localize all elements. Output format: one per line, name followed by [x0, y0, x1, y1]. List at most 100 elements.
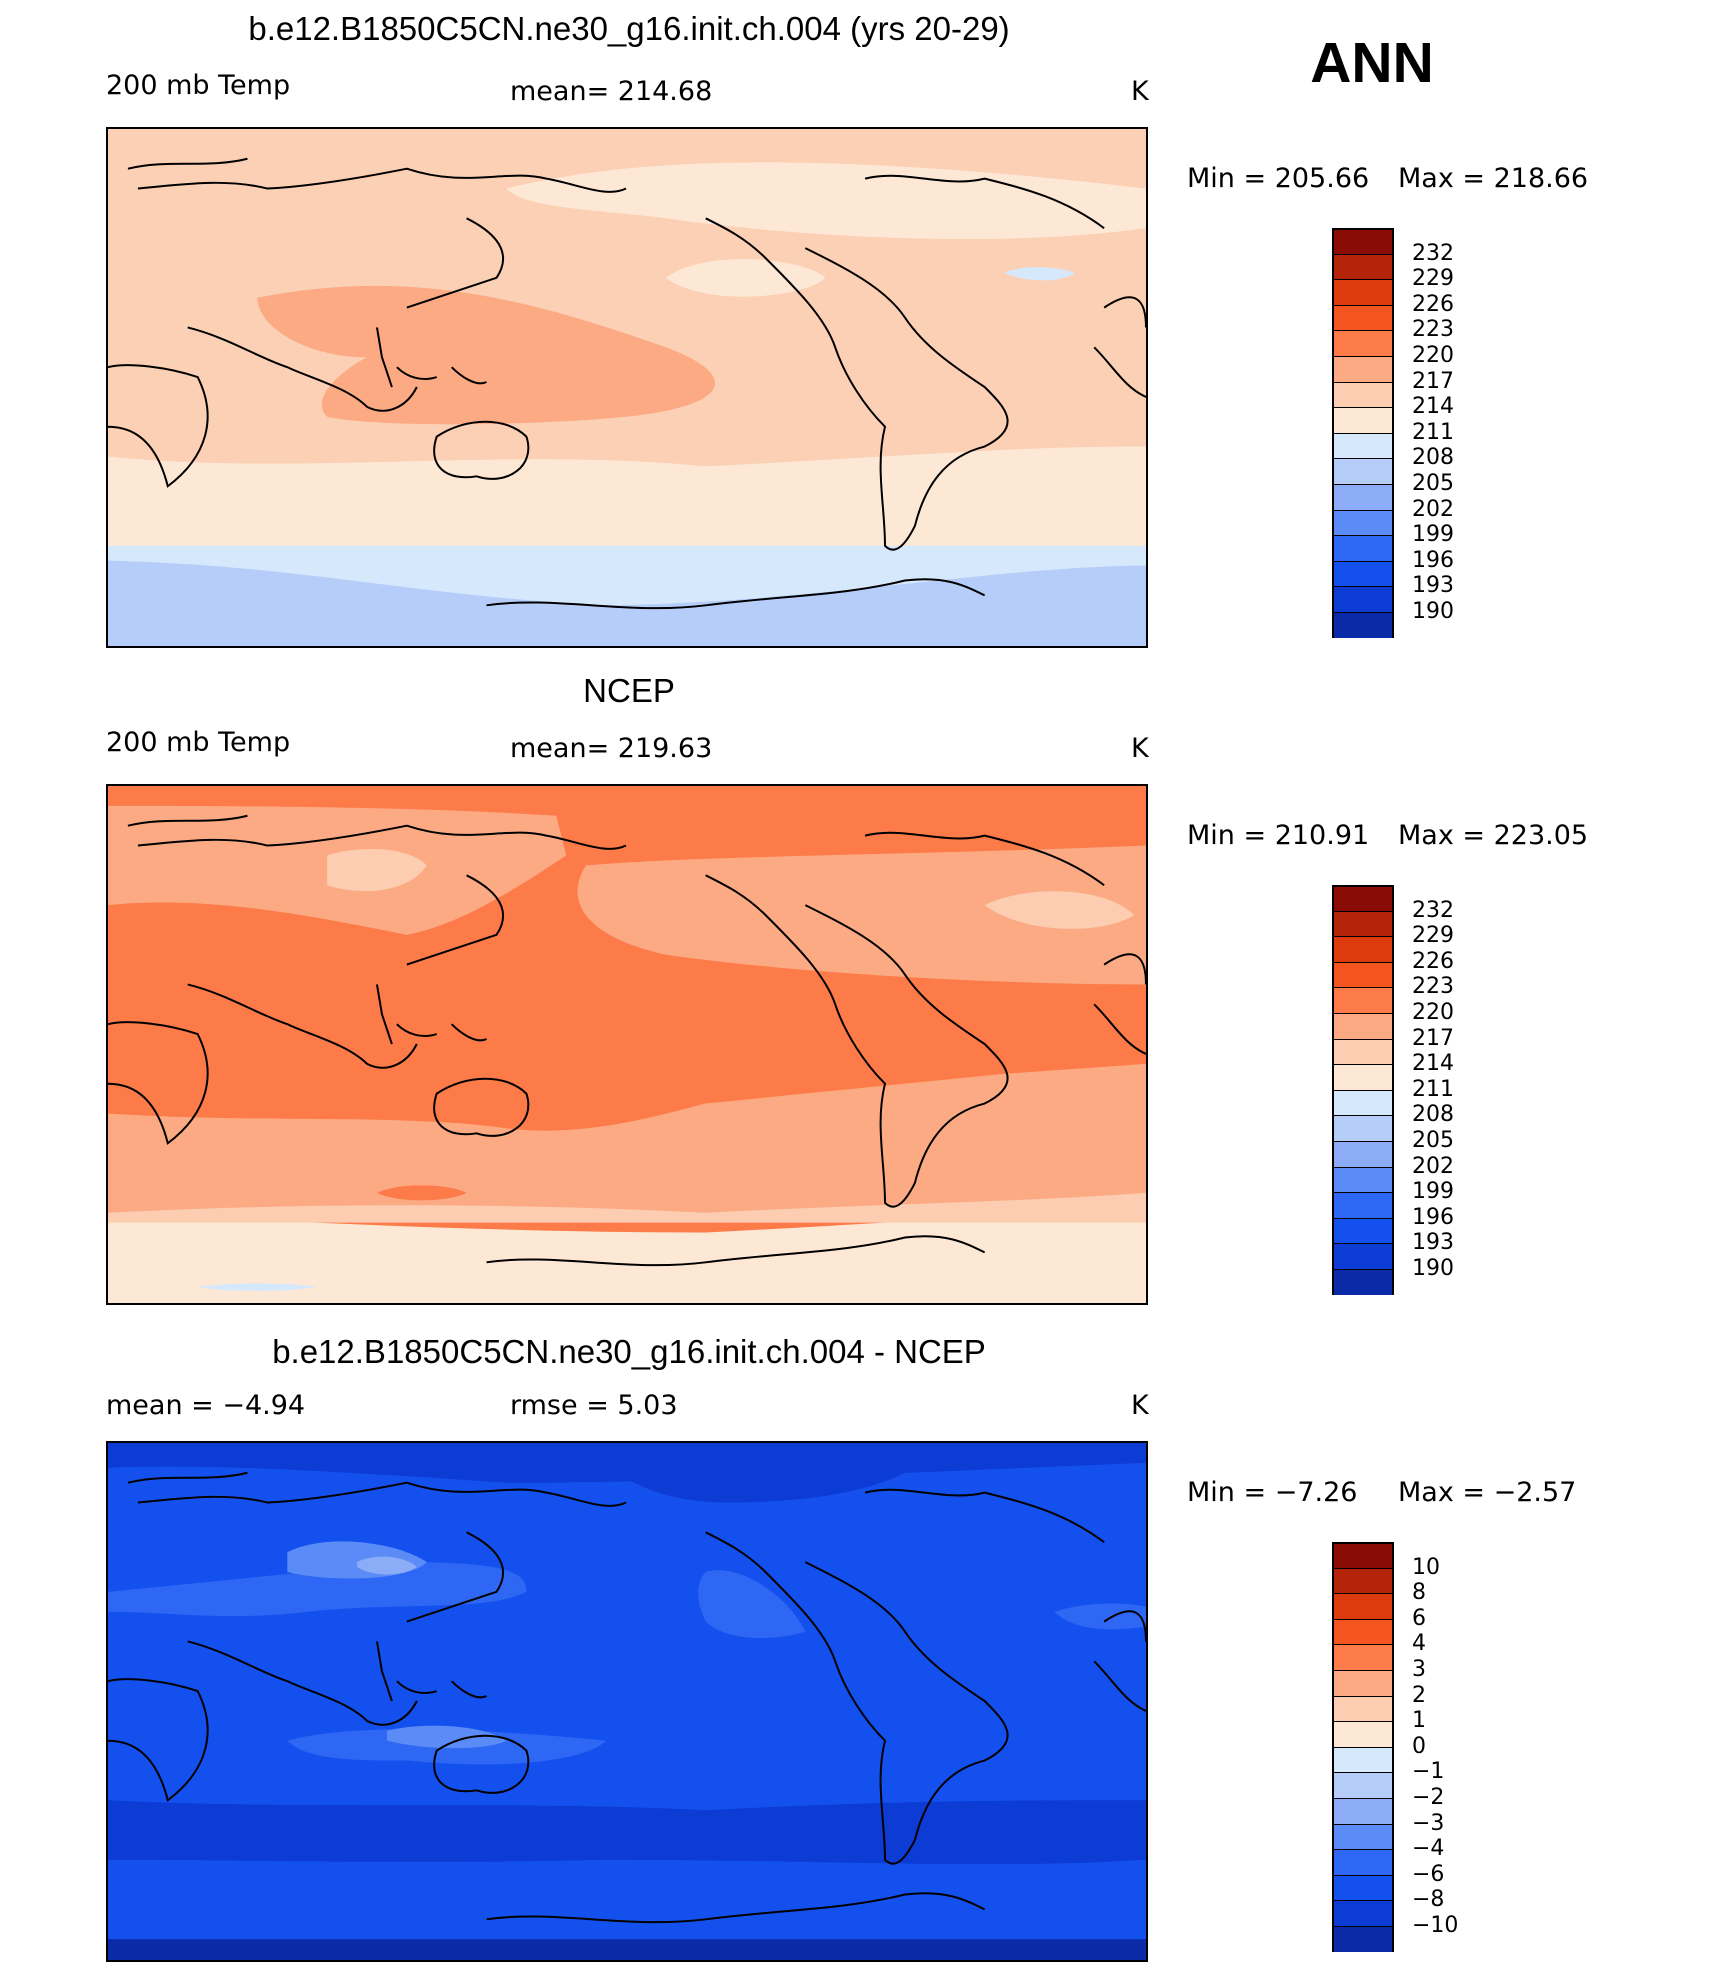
colorbar-swatch — [1332, 381, 1394, 408]
colorbar-tick-label: 2 — [1412, 1682, 1426, 1708]
colorbar-tick-label: 214 — [1412, 1051, 1454, 1077]
colorbar-swatch — [1332, 936, 1394, 962]
coastlines — [108, 1471, 1146, 1924]
colorbar-tick-label: 223 — [1412, 317, 1454, 343]
colorbar-tick-label: −2 — [1412, 1785, 1445, 1810]
colorbar-tick-label: 229 — [1412, 923, 1454, 949]
colorbar-swatch — [1332, 1064, 1394, 1090]
colorbar-tick-label: 0 — [1412, 1733, 1426, 1759]
season-label: ANN — [1310, 31, 1434, 95]
colorbar-tick-label: 229 — [1412, 266, 1454, 292]
colorbar-swatch — [1332, 1140, 1394, 1167]
colorbar-tick-label: 190 — [1412, 1256, 1454, 1281]
colorbar-tick-label: 199 — [1412, 1179, 1454, 1205]
panel-3-title: b.e12.B1850C5CN.ne30_g16.init.ch.004 - N… — [272, 1333, 986, 1370]
panel-3-min-label: Min = −7.26 — [1187, 1477, 1358, 1508]
panel-1-mean-label: mean= 214.68 — [510, 76, 713, 107]
panel-3-colorbar: 10 8 6 4 3 2 1 0 −1 −2 −3 −4 −6 −8 −10 — [1332, 1542, 1458, 1952]
colorbar-tick-label: 8 — [1412, 1580, 1426, 1606]
colorbar-swatch — [1332, 1746, 1394, 1773]
colorbar-tick-label: 193 — [1412, 573, 1454, 599]
colorbar-tick-label: 211 — [1412, 419, 1454, 445]
colorbar-tick-label: −10 — [1412, 1913, 1459, 1938]
colorbar-swatch — [1332, 279, 1394, 305]
panel-3-map — [106, 1441, 1148, 1962]
colorbar-swatch — [1332, 1012, 1394, 1039]
colorbar-swatch — [1332, 1669, 1394, 1696]
colorbar-swatch — [1332, 1192, 1394, 1218]
panel-1-units-label: K — [1131, 76, 1149, 107]
panel-2-variable-label: 200 mb Temp — [106, 727, 291, 758]
panel-1-map — [106, 127, 1148, 648]
colorbar-tick-label: 208 — [1412, 1102, 1454, 1128]
colorbar-tick-label: 190 — [1412, 599, 1454, 624]
colorbar-swatch — [1332, 1644, 1394, 1670]
colorbar-swatch — [1332, 1217, 1394, 1244]
colorbar-tick-label: 217 — [1412, 368, 1454, 394]
colorbar-swatch — [1332, 253, 1394, 280]
colorbar-swatch — [1332, 1268, 1394, 1295]
colorbar-tick-label: −6 — [1412, 1861, 1445, 1887]
colorbar-tick-label: 220 — [1412, 1000, 1454, 1025]
colorbar-tick-label: 10 — [1412, 1554, 1440, 1580]
colorbar-tick-label: 217 — [1412, 1025, 1454, 1051]
colorbar-tick-label: 205 — [1412, 1128, 1454, 1153]
panel-2-units-label: K — [1131, 733, 1149, 764]
colorbar-tick-label: 1 — [1412, 1708, 1426, 1734]
colorbar-tick-label: 196 — [1412, 1204, 1454, 1230]
colorbar-swatch — [1332, 355, 1394, 382]
colorbar-swatch — [1332, 304, 1394, 331]
colorbar-tick-label: −1 — [1412, 1759, 1445, 1785]
colorbar-swatch — [1332, 1166, 1394, 1193]
panel-1-variable-label: 200 mb Temp — [106, 70, 291, 101]
colorbar-tick-label: 232 — [1412, 897, 1454, 923]
colorbar-tick-label: 226 — [1412, 948, 1454, 974]
colorbar-swatch — [1332, 1874, 1394, 1901]
colorbar-swatch — [1332, 432, 1394, 459]
panel-2-min-label: Min = 210.91 — [1187, 820, 1370, 851]
colorbar-tick-label: −8 — [1412, 1887, 1445, 1913]
colorbar-tick-label: 3 — [1412, 1657, 1426, 1682]
colorbar-tick-label: −4 — [1412, 1836, 1445, 1862]
colorbar-tick-label: 208 — [1412, 445, 1454, 471]
colorbar-swatch — [1332, 407, 1394, 433]
colorbar-tick-label: 4 — [1412, 1631, 1426, 1657]
colorbar-swatch — [1332, 1900, 1394, 1926]
colorbar-tick-label: 220 — [1412, 343, 1454, 368]
colorbar-tick-label: 211 — [1412, 1076, 1454, 1102]
coastlines — [108, 814, 1146, 1267]
colorbar-tick-label: 193 — [1412, 1230, 1454, 1256]
colorbar-tick-label: 232 — [1412, 240, 1454, 266]
colorbar-tick-label: 205 — [1412, 471, 1454, 496]
panel-1-colorbar: 232 229 226 223 220 217 214 211 208 205 202 199 196 1… — [1332, 228, 1454, 638]
colorbar-tick-label: 223 — [1412, 974, 1454, 1000]
colorbar-swatch — [1332, 1695, 1394, 1722]
colorbar-swatch — [1332, 1772, 1394, 1798]
colorbar-swatch — [1332, 910, 1394, 937]
panel-3-mean-label: mean = −4.94 — [106, 1390, 306, 1421]
panel-2-mean-label: mean= 219.63 — [510, 733, 713, 764]
panel-1-title: b.e12.B1850C5CN.ne30_g16.init.ch.004 (yr… — [248, 10, 1010, 47]
colorbar-swatch — [1332, 1618, 1394, 1645]
colorbar-swatch — [1332, 509, 1394, 536]
panel-2-title: NCEP — [583, 672, 675, 709]
colorbar-tick-label: 214 — [1412, 394, 1454, 420]
colorbar-tick-label: 202 — [1412, 496, 1454, 522]
panel-2-colorbar: 232 229 226 223 220 217 214 211 208 205 202 199 196 1… — [1332, 885, 1454, 1295]
colorbar-swatch — [1332, 1542, 1394, 1568]
colorbar-swatch — [1332, 560, 1394, 587]
colorbar-tick-label: 196 — [1412, 547, 1454, 573]
colorbar-swatch — [1332, 483, 1394, 510]
panel-3-max-label: Max = −2.57 — [1398, 1477, 1577, 1508]
panel-3-rmse-label: rmse = 5.03 — [510, 1390, 678, 1421]
colorbar-swatch — [1332, 1115, 1394, 1141]
colorbar-swatch — [1332, 987, 1394, 1013]
colorbar-tick-label: 6 — [1412, 1605, 1426, 1631]
colorbar-swatch — [1332, 1089, 1394, 1116]
colorbar-swatch — [1332, 330, 1394, 356]
colorbar-swatch — [1332, 1823, 1394, 1850]
colorbar-swatch — [1332, 1849, 1394, 1875]
colorbar-swatch — [1332, 1925, 1394, 1952]
colorbar-swatch — [1332, 458, 1394, 484]
colorbar-tick-label: 226 — [1412, 291, 1454, 317]
